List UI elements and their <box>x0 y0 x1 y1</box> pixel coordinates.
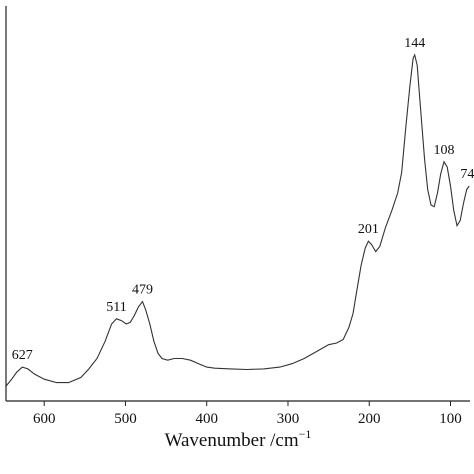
x-tick-label: 300 <box>277 411 300 427</box>
peak-label: 479 <box>132 283 153 298</box>
peak-label: 108 <box>433 143 454 158</box>
peak-label: 201 <box>358 222 379 237</box>
x-axis-title-superscript: −1 <box>299 427 312 441</box>
spectrum-line <box>5 53 470 387</box>
peak-label: 74 <box>460 167 474 182</box>
peak-label: 144 <box>404 36 425 51</box>
x-ticks: 600 500 400 300 200 100 <box>33 401 462 427</box>
x-axis-title-text: Wavenumber /cm <box>165 430 299 451</box>
peak-labels: 627 511 479 201 144 108 74 <box>12 36 474 363</box>
x-tick-label: 600 <box>33 411 56 427</box>
x-tick-label: 200 <box>358 411 381 427</box>
x-tick-label: 400 <box>195 411 218 427</box>
plot-area: 627 511 479 201 144 108 74 <box>5 36 474 387</box>
peak-label: 511 <box>106 300 126 315</box>
peak-label: 627 <box>12 348 33 363</box>
x-tick-label: 500 <box>114 411 137 427</box>
x-axis-title: Wavenumber /cm−1 <box>165 427 312 451</box>
x-tick-label: 100 <box>439 411 462 427</box>
